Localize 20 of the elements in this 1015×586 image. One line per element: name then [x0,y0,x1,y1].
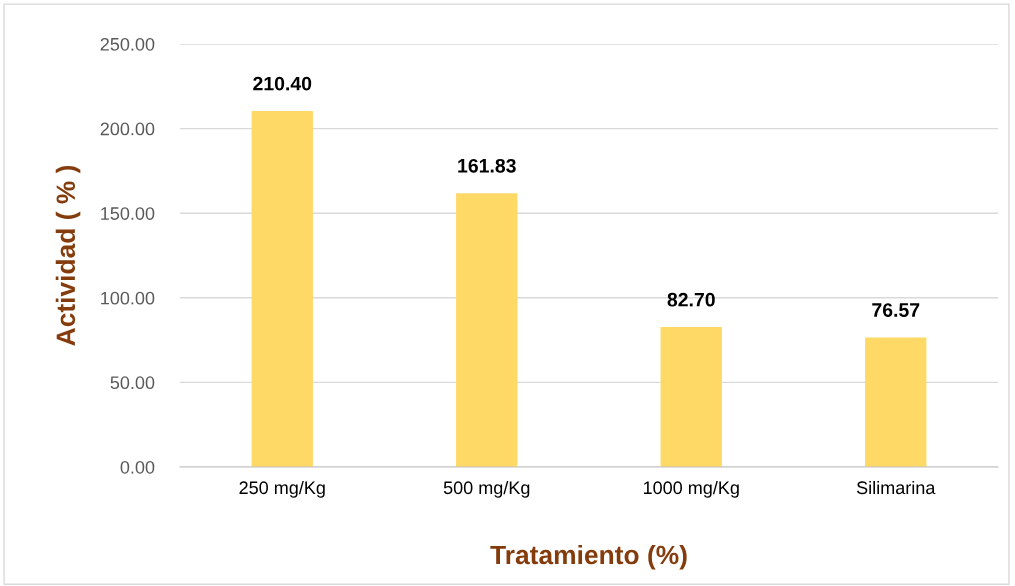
bar [865,337,927,467]
bar [456,193,518,467]
data-label: 76.57 [872,303,920,317]
x-tick-label: 500 mg/Kg [443,480,530,498]
y-axis-title: Actividad ( % ) [55,165,81,346]
x-axis-title: Tratamiento (%) [490,544,687,570]
x-tick-label: 250 mg/Kg [239,480,325,498]
y-tick-label: 200.00 [100,122,155,136]
data-label: 161.83 [458,158,516,173]
data-label: 210.40 [253,76,312,91]
y-tick-label: 0.00 [120,460,155,474]
x-tick-label: Silimarina [856,480,936,495]
y-tick-label: 250.00 [100,37,155,51]
bar [660,327,722,467]
y-tick-label: 100.00 [101,291,155,305]
y-tick-label: 150.00 [101,207,155,220]
y-tick-label: 50.00 [110,376,155,390]
data-label: 82.70 [667,292,715,307]
x-tick-label: 1000 mg/Kg [643,480,739,498]
bar [251,111,313,467]
